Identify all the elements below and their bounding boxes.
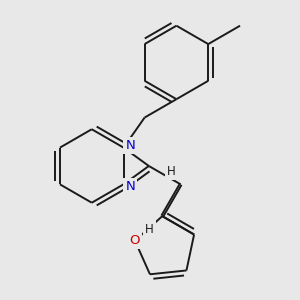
Text: O: O	[130, 234, 140, 247]
Text: N: N	[125, 139, 135, 152]
Text: N: N	[125, 180, 135, 193]
Text: H: H	[167, 165, 176, 178]
Text: H: H	[145, 223, 154, 236]
